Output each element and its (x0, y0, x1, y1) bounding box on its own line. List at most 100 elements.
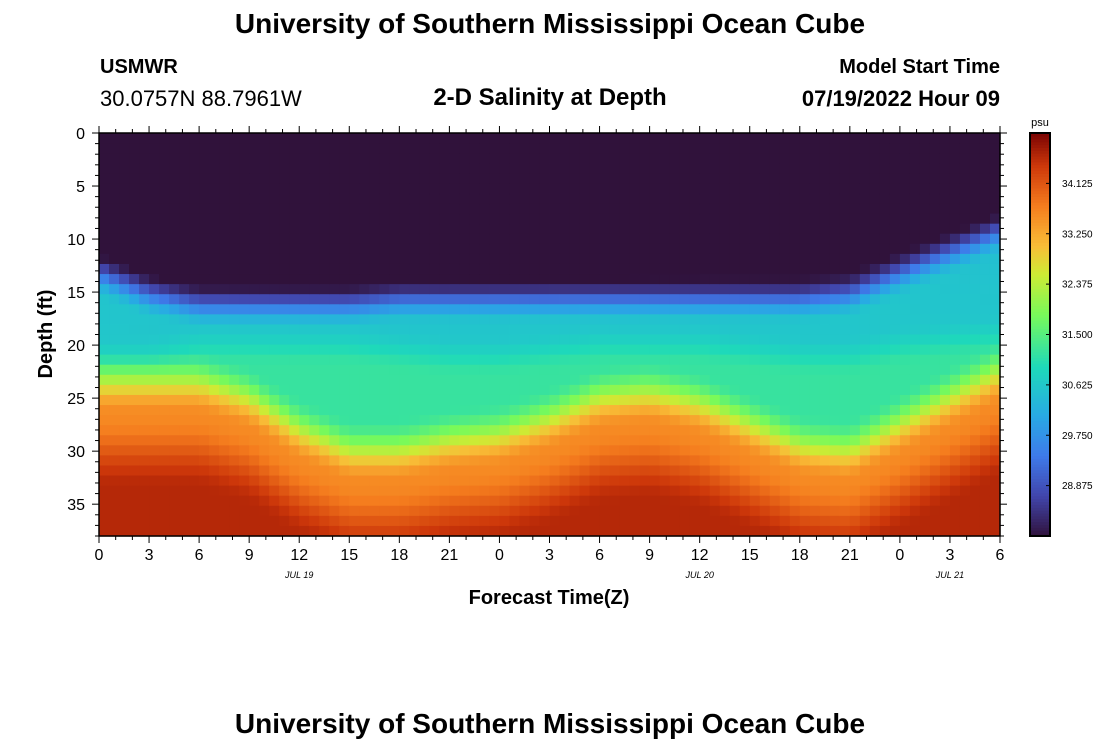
heatmap-cell (609, 394, 621, 406)
heatmap-cell (649, 274, 661, 285)
heatmap-cell (519, 274, 531, 285)
heatmap-cell (109, 304, 120, 315)
heatmap-cell (419, 253, 430, 265)
heatmap-cell (219, 253, 230, 265)
heatmap-cell (429, 394, 440, 406)
heatmap-cell (909, 203, 921, 215)
heatmap-cell (879, 163, 891, 174)
heatmap-cell (749, 394, 761, 406)
heatmap-cell (149, 334, 160, 346)
heatmap-cell (489, 425, 501, 436)
colorbar-swatch (1030, 452, 1050, 456)
heatmap-cell (939, 143, 951, 154)
heatmap-cell (799, 465, 811, 477)
heatmap-cell (409, 384, 420, 396)
heatmap-cell (559, 435, 571, 446)
heatmap-cell (829, 233, 841, 245)
heatmap-cell (939, 515, 951, 527)
heatmap-cell (479, 415, 491, 426)
heatmap-cell (619, 314, 631, 326)
heatmap-cell (959, 505, 971, 517)
heatmap-cell (879, 203, 891, 215)
heatmap-cell (149, 183, 160, 195)
heatmap-cell (489, 133, 501, 144)
heatmap-cell (429, 364, 440, 376)
heatmap-cell (639, 263, 651, 275)
heatmap-cell (909, 153, 921, 164)
heatmap-cell (269, 304, 280, 315)
heatmap-cell (659, 143, 671, 154)
heatmap-cell (429, 223, 440, 235)
heatmap-cell (709, 495, 721, 507)
heatmap-cell (899, 334, 911, 346)
heatmap-cell (449, 344, 460, 356)
heatmap-cell (479, 515, 491, 527)
heatmap-cell (859, 233, 871, 245)
heatmap-cell (909, 354, 921, 366)
heatmap-cell (959, 243, 971, 255)
heatmap-cell (139, 374, 150, 386)
heatmap-cell (649, 435, 661, 446)
heatmap-cell (429, 344, 440, 356)
heatmap-cell (519, 173, 531, 184)
heatmap-cell (449, 274, 460, 285)
heatmap-cell (269, 405, 280, 416)
heatmap-cell (909, 405, 921, 416)
heatmap-cell (279, 394, 290, 406)
heatmap-cell (549, 324, 561, 336)
heatmap-cell (689, 253, 701, 265)
y-tick-label: 10 (67, 232, 85, 249)
heatmap-cell (389, 525, 400, 537)
y-tick-label: 30 (67, 444, 85, 461)
heatmap-cell (869, 495, 881, 507)
heatmap-cell (519, 354, 531, 366)
x-axis-label: Forecast Time(Z) (469, 587, 630, 609)
heatmap-cell (409, 304, 420, 315)
heatmap-cell (469, 153, 481, 164)
heatmap-cell (889, 274, 901, 285)
heatmap-cell (809, 233, 821, 245)
heatmap-cell (419, 384, 430, 396)
heatmap-cell (579, 505, 591, 517)
heatmap-cell (329, 485, 340, 497)
heatmap-cell (149, 364, 160, 376)
heatmap-cell (539, 425, 551, 436)
heatmap-cell (729, 153, 741, 164)
heatmap-cell (799, 294, 811, 305)
heatmap-cell (329, 213, 340, 225)
heatmap-cell (629, 324, 641, 336)
heatmap-cell (199, 435, 210, 446)
heatmap-cell (719, 284, 731, 295)
colorbar-swatch (1030, 369, 1050, 373)
heatmap-cell (429, 334, 440, 346)
heatmap-cell (359, 193, 370, 205)
heatmap-cell (489, 334, 501, 346)
heatmap-cell (519, 203, 531, 215)
heatmap-cell (799, 143, 811, 154)
heatmap-cell (599, 304, 611, 315)
heatmap-cell (179, 505, 190, 517)
heatmap-cell (179, 344, 190, 356)
heatmap-cell (899, 284, 911, 295)
heatmap-cell (289, 515, 300, 527)
heatmap-cell (389, 213, 400, 225)
heatmap-cell (449, 515, 460, 527)
heatmap-cell (129, 304, 140, 315)
heatmap-cell (569, 243, 581, 255)
heatmap-cell (389, 405, 400, 416)
colorbar-tick-label: 34.125 (1062, 179, 1093, 190)
heatmap-cell (649, 173, 661, 184)
heatmap-cell (329, 364, 340, 376)
heatmap-cell (849, 193, 861, 205)
heatmap-cell (179, 274, 190, 285)
heatmap-cell (609, 153, 621, 164)
heatmap-cell (339, 364, 350, 376)
heatmap-cell (159, 384, 170, 396)
heatmap-cell (99, 324, 110, 336)
heatmap-cell (219, 465, 230, 477)
colorbar: 34.12533.25032.37531.50030.62529.75028.8… (1029, 132, 1093, 537)
heatmap-cell (689, 324, 701, 336)
heatmap-cell (979, 253, 991, 265)
heatmap-cell (159, 525, 170, 537)
heatmap-cell (849, 525, 861, 537)
